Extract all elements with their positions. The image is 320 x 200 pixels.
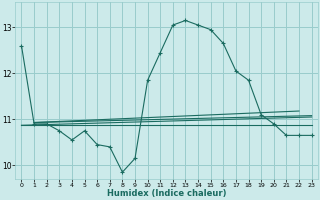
- X-axis label: Humidex (Indice chaleur): Humidex (Indice chaleur): [107, 189, 226, 198]
